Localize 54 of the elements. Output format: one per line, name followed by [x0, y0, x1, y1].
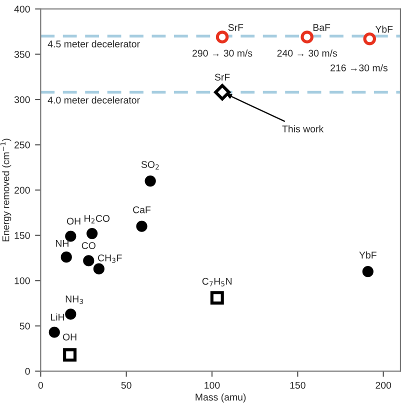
point	[363, 32, 376, 46]
point	[210, 291, 224, 305]
annotation: OH	[66, 218, 80, 225]
point	[144, 175, 156, 187]
annotation: CO	[82, 242, 96, 250]
x-axis-title: Mass (amu)	[196, 393, 246, 402]
point	[86, 228, 98, 240]
point	[65, 308, 76, 320]
point	[60, 252, 72, 263]
y-tick-label: 200	[14, 186, 30, 194]
y-axis-title: Energy removed (cm$^{−1}$)	[0, 138, 12, 242]
y-tick-label: 0	[25, 368, 30, 375]
annotation: YbF	[359, 251, 376, 259]
point	[83, 255, 94, 266]
point	[300, 30, 314, 44]
annotation: SO$_{2}$	[141, 161, 159, 170]
y-tick-label: 100	[14, 277, 30, 284]
x-tick-label: 150	[290, 382, 306, 389]
annotation: CH$_{3}$F	[98, 254, 122, 263]
annotation: H$_{2}$CO	[84, 214, 110, 224]
annotation: CaF	[133, 206, 151, 214]
annotation: YbF	[375, 26, 393, 33]
annotation: NH$_{3}$	[66, 296, 84, 304]
point	[93, 263, 104, 274]
annotation: NH	[56, 240, 68, 247]
annotation: 290 → 30 m/s	[192, 50, 252, 57]
annotation: 240 → 30 m/s	[277, 50, 338, 57]
x-tick-label: 0	[38, 382, 43, 389]
y-tick-label: 300	[14, 96, 30, 104]
annotation: SrF	[228, 24, 244, 31]
y-tick-label: 150	[14, 232, 30, 239]
point	[136, 220, 148, 232]
annotation: LiH	[51, 313, 64, 321]
x-tick-label: 100	[204, 382, 220, 389]
y-tick-label: 350	[14, 50, 30, 58]
y-tick-label: 50	[20, 322, 30, 330]
y-tick-label: 400	[14, 6, 30, 13]
annotation: This work	[282, 125, 324, 132]
point	[214, 84, 230, 100]
annotation: 216 →30 m/s	[330, 64, 388, 72]
x-tick-label: 50	[121, 382, 132, 389]
point	[362, 266, 374, 278]
annotation: BaF	[313, 24, 330, 31]
ref-line-label: 4.0 meter decelerator	[48, 96, 140, 104]
ref-line-label: 4.5 meter decelerator	[48, 40, 140, 48]
point	[63, 348, 77, 362]
y-tick-label: 250	[14, 142, 30, 148]
annotation: SrF	[214, 74, 230, 81]
annotation: OH	[62, 334, 76, 340]
point	[65, 230, 76, 242]
x-tick-label: 200	[376, 382, 392, 389]
point	[48, 326, 60, 338]
point	[216, 30, 229, 44]
annotation: C$_{7}$H$_{5}$N	[202, 278, 232, 286]
